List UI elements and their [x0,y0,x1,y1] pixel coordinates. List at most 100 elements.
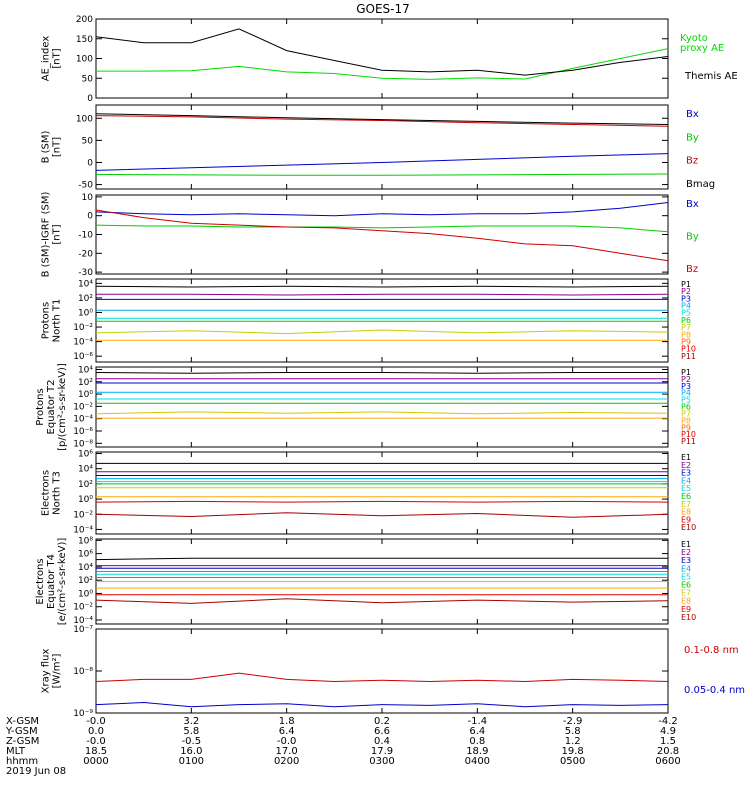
panel-ylabel: North T3 [52,471,63,515]
series-line-By [95,224,669,233]
y-tick-label: 10⁻⁴ [73,525,93,535]
y-tick-label: 10⁻⁷ [73,625,93,635]
panel-ylabel: Equator T2 [46,380,57,435]
y-tick-label: 10⁴ [78,563,93,573]
y-tick-label: 50 [82,74,94,84]
ephemeris-value: 19.8 [562,746,584,757]
panel-ylabel: Protons [41,302,52,339]
legend-entry: E10 [681,523,696,532]
legend-entry: E2 [681,548,691,557]
legend-entry: proxy AE [680,43,724,54]
legend-entry: P4 [681,302,691,311]
y-tick-label: -20 [78,249,93,259]
panel-frame-bsm [95,104,669,190]
ephemeris-row-label: Y-GSM [5,726,38,737]
y-tick-label: -10 [78,231,93,241]
ephemeris-value: 0.4 [374,736,390,747]
ephemeris-value: 6.4 [469,726,485,737]
ephemeris-value: 0300 [369,756,394,767]
legend-entry: E2 [681,461,691,470]
y-tick-label: 10⁻⁴ [73,415,93,425]
y-tick-label: 150 [76,35,93,45]
legend-entry: E1 [681,453,691,462]
legend-entry: Bz [686,264,698,275]
legend-entry: P11 [681,437,696,446]
ephemeris-value: 1.2 [565,736,581,747]
legend-entry: P10 [681,430,696,439]
ephemeris-value: 17.9 [371,746,393,757]
y-tick-label: -50 [78,181,93,191]
y-tick-label: 10⁶ [78,450,93,460]
y-tick-label: 10² [78,480,93,490]
ephemeris-row-label: Z-GSM [6,736,39,747]
legend-entry: E9 [681,605,691,614]
series-line-Bmag [95,113,669,125]
legend-entry: P1 [681,280,691,289]
y-tick-label: 10² [78,576,93,586]
y-tick-label: 10⁻⁸ [73,667,93,677]
y-tick-label: 10⁰ [78,390,93,400]
ephemeris-value: -1.4 [468,716,488,727]
y-tick-label: 10⁶ [78,550,93,560]
y-tick-label: 50 [82,136,94,146]
legend-entry: E4 [681,564,691,573]
legend-entry: P2 [681,287,691,296]
legend-entry: P6 [681,403,691,412]
legend-entry: E5 [681,572,691,581]
series-line-Kyoto proxy AE [96,48,669,80]
y-tick-label: 10⁻⁸ [73,439,93,449]
panel-ylabel: [nT] [52,137,63,157]
legend-entry: P9 [681,337,691,346]
legend-entry: E6 [681,492,691,501]
legend-entry: By [686,232,699,243]
legend-entry: Bx [686,199,699,210]
series-line-E9 [95,500,669,503]
legend-entry: P7 [681,409,691,418]
legend-entry: E6 [681,581,691,590]
legend-entry: P7 [681,323,691,332]
figure-title: GOES-17 [356,2,410,16]
legend-entry: Kyoto [680,33,708,44]
ephemeris-value: 18.9 [466,746,488,757]
legend-entry: P8 [681,330,691,339]
y-tick-label: 10⁻⁶ [73,352,93,362]
legend-entry: Themis AE [684,71,738,82]
ephemeris-value: -0.0 [277,736,297,747]
y-tick-label: 10 [82,193,94,203]
y-tick-label: 10² [78,378,93,388]
panel-ylabel: [p/(cm²-s-sr-keV)] [57,363,68,451]
ephemeris-value: 1.8 [279,716,295,727]
legend-entry: Bx [686,109,699,120]
panel-frame-xray [95,628,669,714]
ephemeris-value: 0.8 [469,736,485,747]
panel-ylabel: [e/(cm²-s-sr-keV)] [57,538,68,626]
panel-ylabel: Xray flux [41,649,52,694]
y-tick-label: 10⁰ [78,308,93,318]
legend-entry: P3 [681,294,691,303]
series-line-By [95,173,669,176]
ephemeris-value: 4.9 [660,726,676,737]
ephemeris-value: -0.0 [86,736,106,747]
ephemeris-value: -0.5 [182,736,202,747]
series-line-P7 [95,411,669,415]
y-tick-label: -30 [78,268,93,278]
panel-ylabel: North T1 [52,299,63,343]
series-line-Bz [95,115,669,127]
ephemeris-value: 20.8 [657,746,679,757]
panel-ylabel: AE_index [41,36,52,82]
ephemeris-value: -2.9 [563,716,583,727]
y-tick-label: 200 [76,15,93,25]
legend-entry: P10 [681,345,696,354]
series-line-Bx [95,153,669,171]
y-tick-label: 10⁻⁹ [73,709,93,719]
ephemeris-value: 6.6 [374,726,390,737]
ephemeris-row-label: MLT [6,746,26,757]
ephemeris-value: 5.8 [565,726,581,737]
y-tick-label: 10⁻² [73,323,93,333]
y-tick-label: 0 [87,94,93,104]
legend-entry: P9 [681,423,691,432]
ephemeris-row-label: hhmm [6,756,38,767]
y-tick-label: 10⁰ [78,495,93,505]
legend-entry: P2 [681,375,691,384]
